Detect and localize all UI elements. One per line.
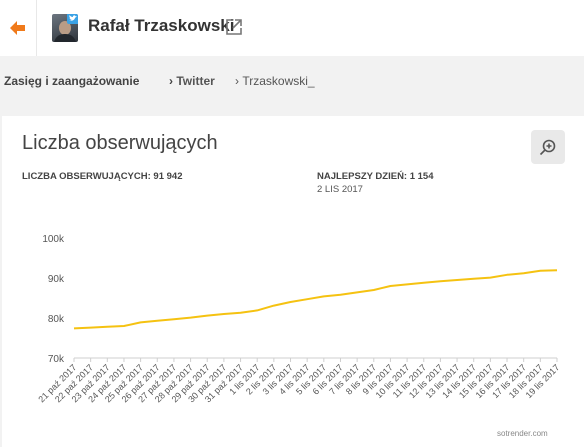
twitter-bird-icon xyxy=(67,14,78,24)
breadcrumb-network-label: Twitter xyxy=(176,74,215,88)
data-point[interactable] xyxy=(154,318,160,324)
data-point[interactable] xyxy=(421,280,427,286)
y-tick-label: 70k xyxy=(48,354,65,365)
top-bar: Rafał Trzaskowski xyxy=(0,0,584,57)
data-point[interactable] xyxy=(437,278,443,284)
breadcrumb-account[interactable]: › Trzaskowski_ xyxy=(235,74,315,88)
best-day-label: NAJLEPSZY DZIEŃ: 1 154 xyxy=(317,171,434,182)
followers-card: Liczba obserwujących LICZBA OBSERWUJĄCYC… xyxy=(2,116,584,447)
data-point[interactable] xyxy=(304,296,310,302)
card-title: Liczba obserwujących xyxy=(22,132,218,154)
avatar xyxy=(52,14,78,42)
data-point[interactable] xyxy=(487,275,493,281)
data-point[interactable] xyxy=(188,315,194,321)
data-point[interactable] xyxy=(354,289,360,295)
followers-count: LICZBA OBSERWUJĄCYCH: 91 942 xyxy=(22,171,183,182)
zoom-in-icon xyxy=(539,139,556,156)
data-point[interactable] xyxy=(138,319,144,325)
y-tick-label: 100k xyxy=(42,234,65,245)
credit-text: sotrender.com xyxy=(497,429,548,438)
external-link-icon xyxy=(226,19,242,35)
back-button[interactable] xyxy=(0,0,37,56)
data-point[interactable] xyxy=(537,268,543,274)
data-point[interactable] xyxy=(88,325,94,331)
data-point[interactable] xyxy=(104,324,110,330)
followers-series-line xyxy=(73,269,558,330)
data-point[interactable] xyxy=(204,313,210,319)
data-point[interactable] xyxy=(404,281,410,287)
data-point[interactable] xyxy=(288,299,294,305)
data-point[interactable] xyxy=(454,277,460,283)
data-point[interactable] xyxy=(171,316,177,322)
data-point[interactable] xyxy=(321,293,327,299)
data-point[interactable] xyxy=(371,287,377,293)
data-point[interactable] xyxy=(271,303,277,309)
breadcrumb-network[interactable]: › Twitter xyxy=(169,74,215,88)
data-point[interactable] xyxy=(471,276,477,282)
data-point[interactable] xyxy=(238,310,244,316)
data-point[interactable] xyxy=(504,272,510,278)
zoom-button[interactable] xyxy=(531,130,565,164)
data-point[interactable] xyxy=(254,307,260,313)
data-point[interactable] xyxy=(554,267,560,273)
breadcrumb: Zasięg i zaangażowanie › Twitter › Trzas… xyxy=(0,56,584,108)
y-tick-label: 90k xyxy=(48,274,65,285)
data-point[interactable] xyxy=(521,270,527,276)
breadcrumb-section[interactable]: Zasięg i zaangażowanie xyxy=(4,74,140,88)
data-point[interactable] xyxy=(387,283,393,289)
arrow-left-icon xyxy=(10,21,25,35)
external-link-button[interactable] xyxy=(225,18,245,38)
data-point[interactable] xyxy=(221,311,227,317)
data-point[interactable] xyxy=(121,323,127,329)
y-tick-label: 80k xyxy=(48,314,65,325)
breadcrumb-account-label: Trzaskowski_ xyxy=(242,74,315,88)
best-day-date: 2 LIS 2017 xyxy=(317,184,363,195)
profile-name: Rafał Trzaskowski xyxy=(88,16,235,35)
data-point[interactable] xyxy=(337,292,343,298)
data-point[interactable] xyxy=(71,325,77,331)
